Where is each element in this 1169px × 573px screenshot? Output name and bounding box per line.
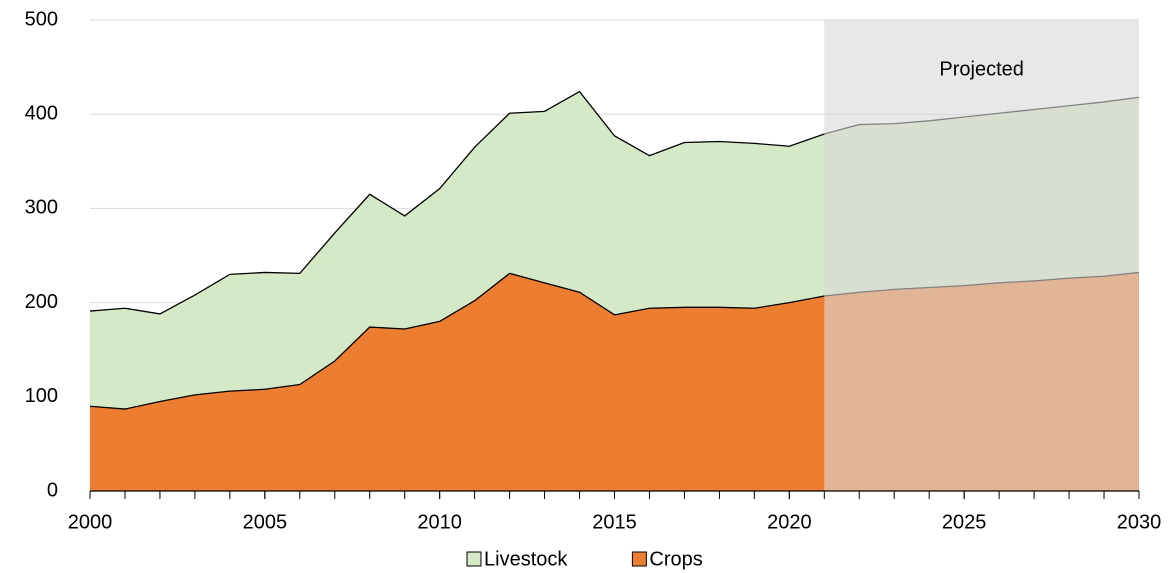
projection-label: Projected <box>939 58 1024 80</box>
legend-swatch <box>466 551 482 567</box>
x-tick-label: 2015 <box>592 511 637 533</box>
y-tick-label: 100 <box>25 385 58 407</box>
x-tick-label: 2025 <box>942 511 987 533</box>
legend-label: Crops <box>649 548 702 570</box>
projection-band <box>824 20 1139 491</box>
y-tick-label: 400 <box>25 102 58 124</box>
legend-swatch <box>631 551 647 567</box>
y-tick-label: 200 <box>25 291 58 313</box>
x-tick-label: 2005 <box>243 511 288 533</box>
x-tick-label: 2000 <box>68 511 113 533</box>
y-tick-label: 300 <box>25 197 58 219</box>
y-tick-label: 500 <box>25 8 58 30</box>
y-tick-label: 0 <box>47 479 58 501</box>
x-tick-label: 2030 <box>1117 511 1162 533</box>
legend: Livestock Crops <box>466 548 703 570</box>
x-tick-label: 2010 <box>417 511 462 533</box>
legend-label: Livestock <box>484 548 568 570</box>
x-tick-label: 2020 <box>767 511 812 533</box>
